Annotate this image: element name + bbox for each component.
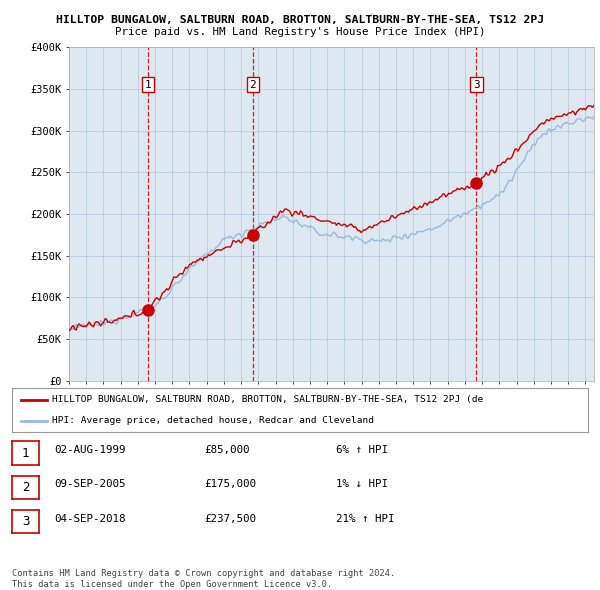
Text: 3: 3 <box>22 515 29 528</box>
Text: 21% ↑ HPI: 21% ↑ HPI <box>336 514 395 523</box>
Text: 1% ↓ HPI: 1% ↓ HPI <box>336 480 388 489</box>
Text: 2: 2 <box>249 80 256 90</box>
Text: £237,500: £237,500 <box>204 514 256 523</box>
Text: 09-SEP-2005: 09-SEP-2005 <box>54 480 125 489</box>
Text: HILLTOP BUNGALOW, SALTBURN ROAD, BROTTON, SALTBURN-BY-THE-SEA, TS12 2PJ (de: HILLTOP BUNGALOW, SALTBURN ROAD, BROTTON… <box>52 395 484 404</box>
Text: 02-AUG-1999: 02-AUG-1999 <box>54 445 125 455</box>
Text: 1: 1 <box>22 447 29 460</box>
Text: Price paid vs. HM Land Registry's House Price Index (HPI): Price paid vs. HM Land Registry's House … <box>115 27 485 37</box>
Text: 6% ↑ HPI: 6% ↑ HPI <box>336 445 388 455</box>
Text: 04-SEP-2018: 04-SEP-2018 <box>54 514 125 523</box>
Text: 1: 1 <box>145 80 151 90</box>
Text: Contains HM Land Registry data © Crown copyright and database right 2024.
This d: Contains HM Land Registry data © Crown c… <box>12 569 395 589</box>
Text: HPI: Average price, detached house, Redcar and Cleveland: HPI: Average price, detached house, Redc… <box>52 417 374 425</box>
Text: 3: 3 <box>473 80 480 90</box>
Text: £85,000: £85,000 <box>204 445 250 455</box>
Text: HILLTOP BUNGALOW, SALTBURN ROAD, BROTTON, SALTBURN-BY-THE-SEA, TS12 2PJ: HILLTOP BUNGALOW, SALTBURN ROAD, BROTTON… <box>56 15 544 25</box>
Text: 2: 2 <box>22 481 29 494</box>
Text: £175,000: £175,000 <box>204 480 256 489</box>
